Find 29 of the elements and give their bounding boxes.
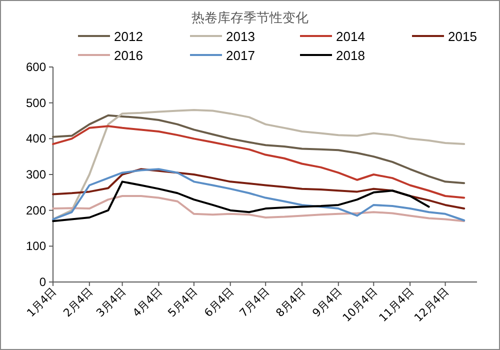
y-tick-label: 500 bbox=[26, 96, 46, 110]
x-tick-label: 6月4日 bbox=[202, 284, 236, 320]
x-tick-label: 8月4日 bbox=[273, 284, 308, 320]
y-tick-label: 100 bbox=[26, 239, 46, 254]
x-tick-label: 7月4日 bbox=[237, 284, 272, 320]
x-tick-label: 4月4日 bbox=[130, 284, 165, 320]
line-series bbox=[52, 109, 466, 220]
y-tick-label: 200 bbox=[26, 203, 46, 218]
legend-label: 2012 bbox=[114, 29, 143, 44]
legend-label: 2017 bbox=[226, 48, 255, 63]
x-tick-label: 2月4日 bbox=[60, 284, 96, 320]
line-series bbox=[52, 180, 430, 222]
legend-label: 2016 bbox=[114, 48, 143, 63]
legend-label: 2018 bbox=[336, 48, 365, 63]
line-series bbox=[52, 195, 466, 222]
legend-label: 2013 bbox=[226, 29, 255, 44]
line-series bbox=[52, 114, 466, 184]
y-tick-label: 300 bbox=[26, 168, 46, 182]
y-tick-label: 600 bbox=[26, 60, 46, 74]
legend-label: 2015 bbox=[448, 29, 477, 44]
x-tick-label: 3月4日 bbox=[94, 284, 128, 320]
line-series bbox=[52, 168, 466, 222]
chart-title: 热卷库存季节性变化 bbox=[192, 11, 308, 26]
y-tick-label: 0 bbox=[39, 275, 46, 289]
line-series bbox=[52, 168, 466, 210]
line-series bbox=[52, 125, 466, 199]
y-tick-label: 400 bbox=[26, 132, 46, 146]
x-tick-label: 5月4日 bbox=[165, 284, 200, 320]
legend-label: 2014 bbox=[336, 29, 365, 44]
